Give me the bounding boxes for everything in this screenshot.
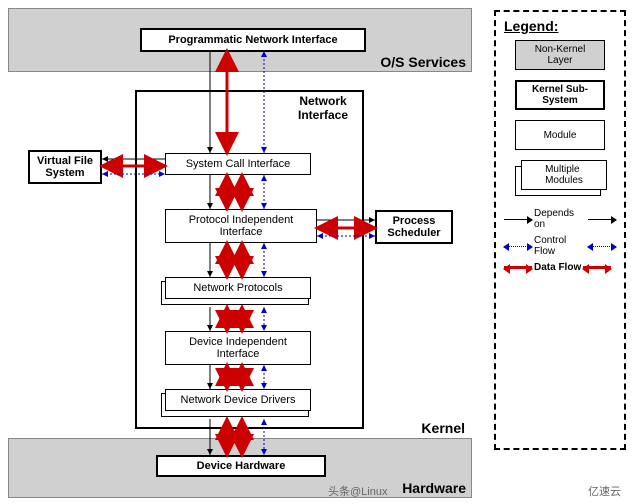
pni-box: Programmatic Network Interface bbox=[140, 28, 366, 52]
kernel-label: Kernel bbox=[405, 420, 465, 436]
os-services-label: O/S Services bbox=[330, 54, 466, 70]
legend-title: Legend: bbox=[504, 18, 618, 34]
dii-box: Device Independent Interface bbox=[165, 331, 311, 365]
network-interface-frame bbox=[135, 90, 364, 429]
legend-multi-label: Multiple Modules bbox=[521, 160, 607, 190]
ps-box: Process Scheduler bbox=[375, 210, 453, 244]
watermark-right: 亿速云 bbox=[588, 483, 621, 499]
diagram-stage: O/S Services Kernel Hardware Network Int… bbox=[0, 0, 640, 504]
legend-nonkernel: Non-Kernel Layer bbox=[515, 40, 605, 70]
legend-module: Module bbox=[515, 120, 605, 150]
sci-box: System Call Interface bbox=[165, 153, 311, 175]
legend-control: Control Flow bbox=[504, 235, 616, 257]
np-box: Network Protocols bbox=[165, 277, 311, 299]
pii-box: Protocol Independent Interface bbox=[165, 209, 317, 243]
legend-data: Data Flow bbox=[504, 262, 616, 273]
legend-kernelsub: Kernel Sub- System bbox=[515, 80, 605, 110]
legend-panel: Legend: Non-Kernel Layer Kernel Sub- Sys… bbox=[494, 10, 626, 450]
vfs-box: Virtual File System bbox=[28, 150, 102, 184]
legend-depends-label: Depends on bbox=[534, 208, 586, 230]
network-interface-label: Network Interface bbox=[290, 94, 356, 122]
legend-depends: Depends on bbox=[504, 208, 616, 230]
dh-box: Device Hardware bbox=[156, 455, 326, 477]
hardware-label: Hardware bbox=[380, 480, 466, 496]
legend-data-label: Data Flow bbox=[534, 262, 581, 273]
ndd-box: Network Device Drivers bbox=[165, 389, 311, 411]
legend-multi: Multiple Modules bbox=[515, 160, 605, 196]
legend-control-label: Control Flow bbox=[534, 235, 586, 257]
watermark-left: 头条@Linux bbox=[328, 483, 387, 499]
